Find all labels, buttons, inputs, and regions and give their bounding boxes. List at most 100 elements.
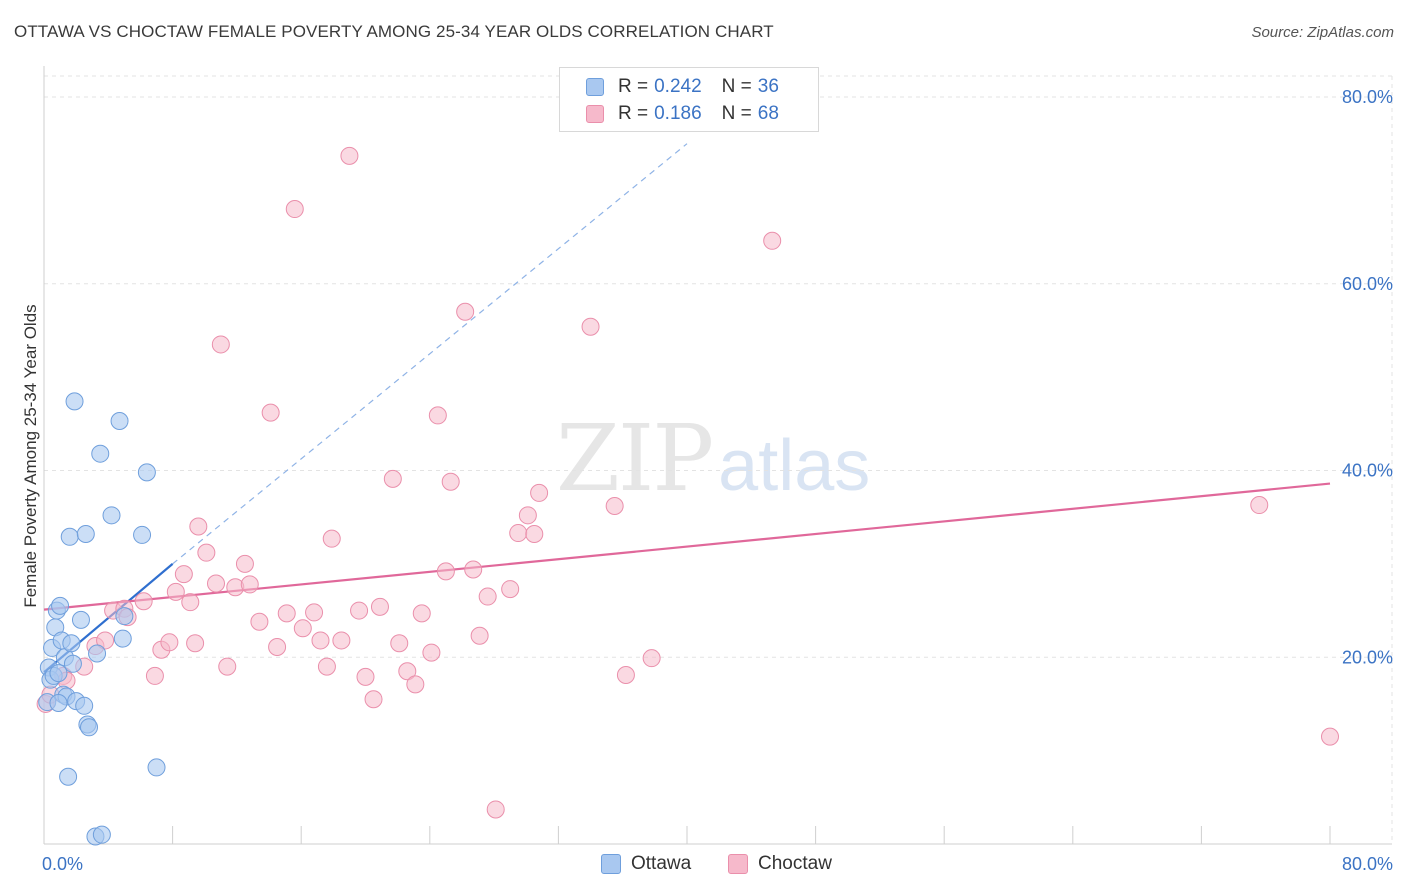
x-tick-label: 80.0% bbox=[1342, 854, 1393, 874]
choctaw-point bbox=[383, 469, 402, 488]
choctaw-point bbox=[160, 633, 179, 652]
bottom-legend-label-ottawa: Ottawa bbox=[631, 853, 692, 874]
bottom-legend-swatch-ottawa bbox=[601, 854, 621, 874]
choctaw-point bbox=[261, 403, 280, 422]
choctaw-point bbox=[322, 529, 341, 548]
choctaw-point bbox=[478, 587, 497, 606]
legend-n-label: N = bbox=[721, 103, 752, 124]
choctaw-point bbox=[486, 800, 505, 819]
choctaw-point bbox=[350, 601, 369, 620]
choctaw-point bbox=[356, 667, 375, 686]
x-tick-labels: 0.0% 80.0% bbox=[42, 854, 1393, 874]
choctaw-point bbox=[370, 597, 389, 616]
choctaw-point bbox=[186, 634, 205, 653]
choctaw-point bbox=[96, 631, 115, 650]
x-tick-label: 0.0% bbox=[42, 854, 83, 874]
choctaw-point bbox=[605, 496, 624, 515]
choctaw-point bbox=[218, 657, 237, 676]
grid-lines bbox=[44, 75, 1393, 844]
ottawa-point bbox=[51, 596, 70, 615]
ottawa-point bbox=[88, 644, 107, 663]
choctaw-point bbox=[436, 562, 455, 581]
choctaw-point bbox=[332, 631, 351, 650]
choctaw-point bbox=[250, 612, 269, 631]
choctaw-point bbox=[398, 662, 417, 681]
ottawa-point bbox=[75, 696, 94, 715]
choctaw-point bbox=[181, 593, 200, 612]
choctaw-point bbox=[509, 524, 528, 543]
ottawa-point bbox=[137, 463, 156, 482]
ottawa-point bbox=[71, 610, 90, 629]
choctaw-point bbox=[441, 472, 460, 491]
bottom-legend-ottawa: Ottawa bbox=[601, 852, 691, 876]
choctaw-point bbox=[285, 200, 304, 219]
ottawa-point bbox=[49, 664, 68, 683]
ottawa-point bbox=[59, 767, 78, 786]
bottom-legend-choctaw: Choctaw bbox=[728, 852, 832, 876]
ottawa-point bbox=[49, 694, 68, 713]
y-axis-label: Female Poverty Among 25-34 Year Olds bbox=[21, 304, 40, 607]
choctaw-point bbox=[207, 574, 226, 593]
choctaw-point bbox=[1250, 496, 1269, 515]
legend-row-ottawa: R = 0.242 N = 36 bbox=[586, 75, 785, 99]
ottawa-point bbox=[60, 527, 79, 546]
y-tick-label: 80.0% bbox=[1342, 87, 1393, 107]
choctaw-point bbox=[581, 317, 600, 336]
choctaw-point bbox=[518, 506, 537, 525]
ottawa-point bbox=[115, 607, 134, 626]
choctaw-point bbox=[525, 524, 544, 543]
choctaw-point bbox=[174, 565, 193, 584]
choctaw-point bbox=[422, 643, 441, 662]
choctaw-point bbox=[456, 302, 475, 321]
choctaw-point bbox=[145, 666, 164, 685]
ottawa-point bbox=[80, 718, 99, 737]
choctaw-point bbox=[501, 580, 520, 599]
choctaw-point bbox=[470, 626, 489, 645]
choctaw-point bbox=[390, 634, 409, 653]
choctaw-point bbox=[317, 657, 336, 676]
choctaw-point bbox=[277, 604, 296, 623]
bottom-legend-label-choctaw: Choctaw bbox=[758, 853, 832, 874]
bottom-legend-swatch-choctaw bbox=[728, 854, 748, 874]
ottawa-point bbox=[62, 634, 81, 653]
source-label: Source: ZipAtlas.com bbox=[1251, 24, 1394, 41]
ottawa-point bbox=[91, 444, 110, 463]
choctaw-point bbox=[166, 582, 185, 601]
choctaw-point bbox=[189, 517, 208, 536]
y-tick-labels: 20.0% 40.0% 60.0% 80.0% bbox=[1342, 87, 1393, 667]
ottawa-point bbox=[65, 392, 84, 411]
ottawa-trend-extension bbox=[172, 143, 688, 565]
choctaw-point bbox=[235, 554, 254, 573]
legend-row-choctaw: R = 0.186 N = 68 bbox=[586, 102, 785, 126]
choctaw-point bbox=[428, 406, 447, 425]
choctaw-point bbox=[240, 575, 259, 594]
ottawa-point bbox=[147, 758, 166, 777]
legend-n-label: N = bbox=[721, 76, 752, 97]
choctaw-point bbox=[340, 146, 359, 165]
data-points bbox=[36, 146, 1339, 846]
legend-r-label: R = bbox=[618, 76, 649, 97]
choctaw-point bbox=[616, 665, 635, 684]
y-tick-label: 60.0% bbox=[1342, 274, 1393, 294]
ottawa-point bbox=[63, 654, 82, 673]
choctaw-point bbox=[642, 649, 661, 668]
legend-r-value: 0.242 bbox=[654, 76, 702, 97]
choctaw-point bbox=[305, 603, 324, 622]
stats-legend: R = 0.242 N = 36 R = 0.186 N = 68 bbox=[559, 67, 819, 132]
choctaw-point bbox=[530, 483, 549, 502]
choctaw-point bbox=[464, 560, 483, 579]
legend-swatch-ottawa bbox=[586, 78, 604, 96]
y-tick-label: 40.0% bbox=[1342, 461, 1393, 481]
ottawa-point bbox=[102, 506, 121, 525]
choctaw-point bbox=[406, 675, 425, 694]
axes bbox=[43, 66, 1392, 845]
ottawa-point bbox=[133, 525, 152, 544]
chart-title: OTTAWA VS CHOCTAW FEMALE POVERTY AMONG 2… bbox=[14, 22, 774, 41]
choctaw-point bbox=[197, 543, 216, 562]
choctaw-point bbox=[311, 631, 330, 650]
choctaw-point bbox=[268, 637, 287, 656]
legend-swatch-choctaw bbox=[586, 105, 604, 123]
ottawa-point bbox=[92, 825, 111, 844]
legend-n-value: 68 bbox=[757, 103, 779, 124]
